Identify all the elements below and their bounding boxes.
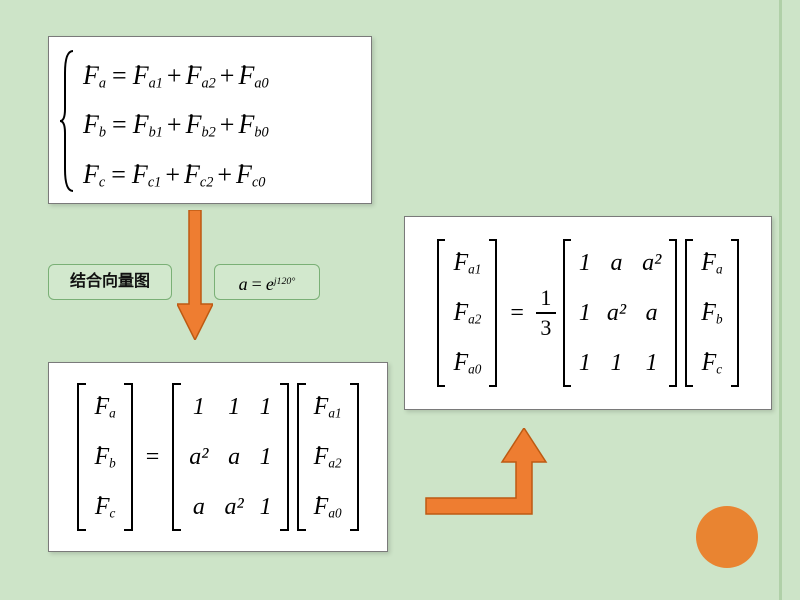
- bracket-left-icon: [76, 382, 88, 532]
- coef-matrix: 1a²a 1aa² 111: [189, 382, 271, 532]
- lhs-vector: Fa Fb Fc: [94, 382, 115, 532]
- elbow-arrow-icon: [420, 428, 550, 516]
- bracket-left-icon: [562, 238, 573, 388]
- bracket-right-icon: [487, 238, 498, 388]
- bracket-left-icon: [171, 382, 183, 532]
- scalar-fraction: 13: [536, 287, 556, 339]
- bracket-right-icon: [667, 238, 678, 388]
- brace-icon: [59, 49, 77, 193]
- bracket-right-icon: [348, 382, 360, 532]
- forward-matrix-panel: Fa Fb Fc = 1a²a 1aa² 111 Fa1 Fa2 Fa0: [48, 362, 388, 552]
- right-stripe: [779, 0, 782, 600]
- bracket-left-icon: [436, 238, 447, 388]
- lhs-vector: Fa1 Fa2 Fa0: [453, 238, 481, 388]
- coef-matrix: 111 aa²1 a²a1: [579, 238, 661, 388]
- equation-system-panel: Fa=Fa1+Fa2+Fa0 Fb=Fb1+Fb2+Fb0 Fc=Fc1+Fc2…: [48, 36, 372, 204]
- decorative-circle: [696, 506, 758, 568]
- eq-row: Fc=Fc1+Fc2+Fc0: [83, 150, 357, 199]
- inverse-matrix-panel: Fa1 Fa2 Fa0 = 13 111 aa²1 a²a1 Fa Fb Fc: [404, 216, 772, 410]
- eq-row: Fb=Fb1+Fb2+Fb0: [83, 100, 357, 149]
- bracket-left-icon: [684, 238, 695, 388]
- eq-row: Fa=Fa1+Fa2+Fa0: [83, 51, 357, 100]
- bracket-right-icon: [278, 382, 290, 532]
- rhs-vector: Fa Fb Fc: [701, 238, 722, 388]
- arrow-down-icon: [177, 210, 213, 340]
- bracket-left-icon: [296, 382, 308, 532]
- bracket-right-icon: [122, 382, 134, 532]
- bracket-right-icon: [729, 238, 740, 388]
- vector-diagram-label: 结合向量图: [48, 264, 172, 300]
- a-definition-box: a=ej120°: [214, 264, 320, 300]
- rhs-vector: Fa1 Fa2 Fa0: [314, 382, 342, 532]
